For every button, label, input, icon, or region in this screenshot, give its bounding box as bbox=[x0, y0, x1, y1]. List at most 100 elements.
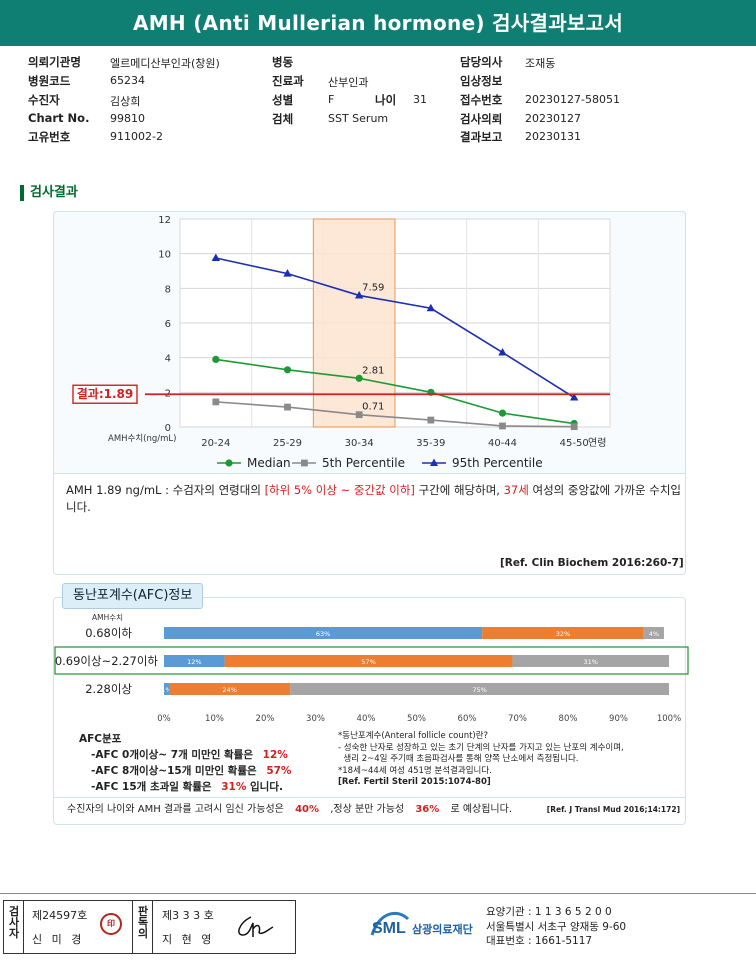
x-tick-label: 35-39 bbox=[416, 438, 445, 449]
footer bbox=[0, 893, 756, 960]
x-tick-label: 30-34 bbox=[345, 438, 374, 449]
signature-scribble bbox=[238, 916, 274, 937]
header-label: 병원코드 bbox=[28, 74, 71, 88]
p95-point bbox=[354, 290, 364, 299]
afc-axis-tick: 100% bbox=[657, 714, 681, 724]
p5-point bbox=[570, 423, 578, 431]
median-point bbox=[212, 355, 220, 363]
header-label: Chart No. bbox=[28, 111, 90, 125]
median-point bbox=[283, 366, 292, 374]
afc-title: 동난포계수(AFC)정보 bbox=[62, 583, 204, 609]
result-text: AMH 1.89 ng/mL : 수검자의 연령대의 [하위 5% 이상 ~ 중… bbox=[66, 483, 681, 514]
afc-segment-label: 12% bbox=[187, 658, 201, 666]
afc-row-label: 0.68이하 bbox=[85, 626, 132, 640]
afc-segment-label: 4% bbox=[649, 630, 659, 638]
y-tick-label: 10 bbox=[158, 250, 171, 261]
patient-header: 의뢰기관명 엘르메디산부인과(창원) 병원코드 65234 수진자 김상희 Chart No… bbox=[0, 54, 756, 150]
y-tick-label: 8 bbox=[165, 284, 171, 295]
data-label: 0.71 bbox=[362, 402, 384, 413]
afc-segment bbox=[164, 655, 225, 667]
p5-point bbox=[499, 422, 506, 430]
header-label: 결과보고 bbox=[460, 130, 503, 144]
header-value: F bbox=[328, 93, 335, 106]
header-label: 임상정보 bbox=[460, 74, 503, 88]
inspector-name: 신 미 경 bbox=[32, 933, 85, 946]
afc-dist-title: AFC분포 bbox=[79, 733, 122, 745]
header-label: 진료과 bbox=[272, 74, 304, 88]
afc-distribution: AFC분포 -AFC 0개이상~ 7개 미만인 확률은 12% -AFC 8개이… bbox=[79, 731, 291, 795]
afc-axis-tick: 0% bbox=[157, 714, 171, 724]
header-value: 20230127 bbox=[525, 112, 581, 125]
x-tick-label: 25-29 bbox=[273, 438, 302, 449]
afc-segment bbox=[224, 655, 513, 667]
series-line-0 bbox=[215, 358, 575, 425]
afc-note-line: - 성숙한 난자로 성장하고 있는 초기 단계의 난자를 가지고 있는 난포의 … bbox=[338, 742, 624, 753]
x-tick-label: 40-44 bbox=[488, 438, 517, 449]
afc-axis-tick: 60% bbox=[458, 714, 477, 724]
data-label: 7.59 bbox=[362, 282, 384, 293]
afc-axis-tick: 40% bbox=[357, 714, 376, 724]
afc-axis-tick: 80% bbox=[559, 714, 578, 724]
age-label: 나이 bbox=[375, 93, 397, 107]
selected-row-highlight bbox=[54, 646, 689, 675]
afc-dist-row: -AFC 8개이상~15개 미만인 확률은 57% bbox=[91, 765, 292, 777]
afc-axis-tick: 70% bbox=[508, 714, 527, 724]
header-value: 엘르메디산부인과(창원) bbox=[110, 57, 220, 70]
legend-label: Median bbox=[247, 456, 291, 470]
afc-dist-row: -AFC 15개 초과일 확률은 31% 입니다. bbox=[91, 781, 283, 793]
data-label: 2.81 bbox=[362, 365, 384, 376]
afc-segment bbox=[164, 627, 483, 639]
header-value: SST Serum bbox=[328, 112, 389, 125]
age-value: 31 bbox=[413, 93, 427, 106]
afc-segment-label: 75% bbox=[472, 686, 486, 694]
legend-marker bbox=[301, 459, 308, 467]
afc-note-line: 생리 2~4일 주기때 초음파검사를 통해 양쪽 난소에서 측정됩니다. bbox=[338, 754, 579, 764]
header-value: 20230131 bbox=[525, 130, 581, 143]
p95-point bbox=[426, 303, 436, 312]
afc-axis-tick: 90% bbox=[609, 714, 628, 724]
section-title: 검사결과 bbox=[20, 185, 78, 201]
afc-segment-label: 31% bbox=[583, 658, 597, 666]
report-title: AMH (Anti Mullerian hormone) 검사결과보고서 bbox=[0, 0, 756, 46]
afc-row-label: 0.69이상~2.27이하 bbox=[55, 654, 159, 668]
header-value: 조재동 bbox=[525, 57, 556, 70]
header-value: 99810 bbox=[110, 112, 145, 125]
p95-point bbox=[498, 347, 507, 356]
afc-segment bbox=[482, 627, 644, 639]
header-label: 검체 bbox=[272, 112, 294, 126]
afc-segment bbox=[643, 627, 664, 639]
y-tick-label: 12 bbox=[158, 215, 171, 226]
y-tick-label: 4 bbox=[165, 354, 171, 365]
afc-note-line: *18세~44세 여성 451명 분석결과입니다. bbox=[338, 765, 492, 776]
afc-amh-label: AMH수치 bbox=[92, 613, 123, 622]
afc-segment-label: 24% bbox=[222, 686, 236, 694]
median-point bbox=[355, 374, 363, 382]
legend-marker bbox=[430, 458, 438, 466]
series-line-2 bbox=[215, 257, 575, 399]
result-box bbox=[72, 384, 138, 404]
p5-point bbox=[284, 403, 291, 411]
afc-note: *동난포계수(Anteral follicle count)란? - 성숙한 난… bbox=[338, 731, 683, 789]
header-label: 검사의뢰 bbox=[460, 112, 503, 126]
x-tick-label: 45-50 bbox=[560, 438, 589, 449]
inspector-license: 제24597호 bbox=[32, 909, 88, 922]
logo-text: SML bbox=[372, 920, 406, 937]
inspector-seal: 印 bbox=[100, 913, 122, 935]
x-tick-label: 20-24 bbox=[201, 438, 230, 449]
sml-logo: SML 삼광의료재단 bbox=[368, 905, 483, 945]
afc-row-label: 2.28이상 bbox=[85, 682, 132, 696]
header-label: 병동 bbox=[272, 55, 294, 69]
header-label: 수진자 bbox=[28, 93, 60, 107]
y-tick-label: 6 bbox=[165, 319, 171, 330]
afc-segment bbox=[290, 683, 669, 695]
legend-label: 5th Percentile bbox=[322, 456, 405, 470]
header-label: 고유번호 bbox=[28, 130, 71, 144]
afc-note-ref: [Ref. Fertil Steril 2015:1074-80] bbox=[338, 777, 491, 787]
header-value: 김상희 bbox=[110, 95, 141, 108]
afc-panel bbox=[53, 597, 686, 825]
afc-segment bbox=[169, 683, 291, 695]
afc-note-title: *동난포계수(Anteral follicle count)란? bbox=[338, 731, 489, 741]
